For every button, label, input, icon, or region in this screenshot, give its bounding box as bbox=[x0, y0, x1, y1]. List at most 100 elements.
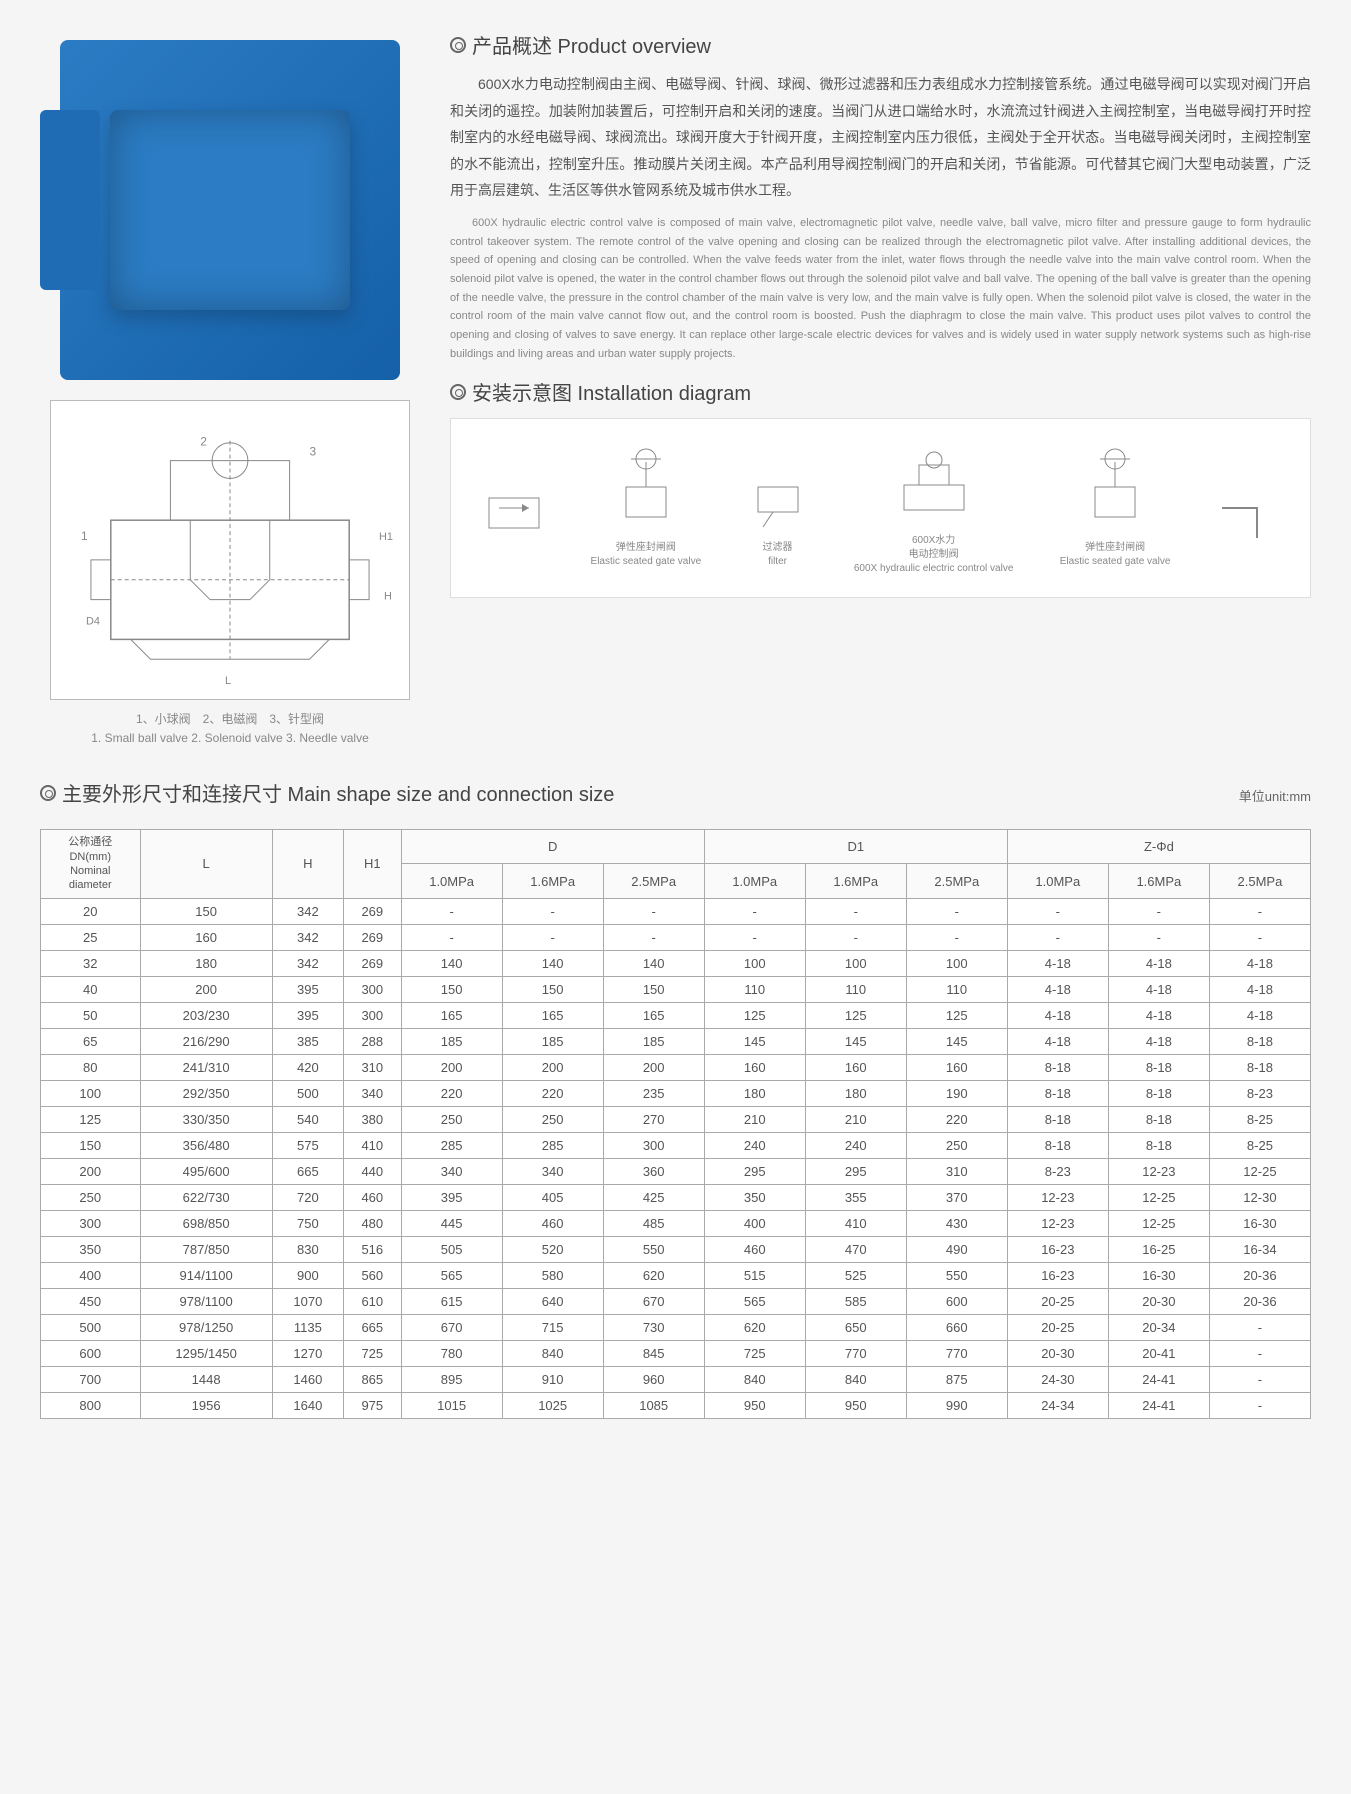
table-cell: 1448 bbox=[140, 1366, 272, 1392]
table-cell: 240 bbox=[805, 1132, 906, 1158]
table-cell: 4-18 bbox=[1007, 1002, 1108, 1028]
table-cell: 615 bbox=[401, 1288, 502, 1314]
table-cell: 269 bbox=[343, 924, 401, 950]
table-row: 200495/6006654403403403602952953108-2312… bbox=[41, 1158, 1311, 1184]
table-title: 主要外形尺寸和连接尺寸 Main shape size and connecti… bbox=[40, 778, 614, 807]
table-cell: 1295/1450 bbox=[140, 1340, 272, 1366]
table-cell: 110 bbox=[704, 976, 805, 1002]
table-cell: 990 bbox=[906, 1392, 1007, 1418]
table-cell: 145 bbox=[805, 1028, 906, 1054]
table-cell: 1270 bbox=[272, 1340, 343, 1366]
table-cell: 110 bbox=[805, 976, 906, 1002]
table-cell: 165 bbox=[502, 1002, 603, 1028]
table-cell: 450 bbox=[41, 1288, 141, 1314]
svg-text:3: 3 bbox=[309, 445, 316, 459]
table-cell: 8-23 bbox=[1209, 1080, 1310, 1106]
table-row: 450978/1100107061061564067056558560020-2… bbox=[41, 1288, 1311, 1314]
table-cell: 100 bbox=[704, 950, 805, 976]
table-cell: 8-25 bbox=[1209, 1106, 1310, 1132]
table-cell: 875 bbox=[906, 1366, 1007, 1392]
table-cell: 24-30 bbox=[1007, 1366, 1108, 1392]
table-cell: 370 bbox=[906, 1184, 1007, 1210]
table-cell: 300 bbox=[603, 1132, 704, 1158]
table-cell: 200 bbox=[603, 1054, 704, 1080]
svg-text:H1: H1 bbox=[379, 531, 393, 543]
table-cell: 960 bbox=[603, 1366, 704, 1392]
table-cell: 665 bbox=[272, 1158, 343, 1184]
cross-section-diagram: 1 2 3 H1 H D4 L bbox=[50, 400, 410, 700]
table-cell: - bbox=[1209, 1392, 1310, 1418]
table-cell: 4-18 bbox=[1007, 976, 1108, 1002]
table-cell: 24-41 bbox=[1108, 1392, 1209, 1418]
table-cell: - bbox=[1209, 1314, 1310, 1340]
table-cell: 65 bbox=[41, 1028, 141, 1054]
table-cell: 340 bbox=[343, 1080, 401, 1106]
table-cell: 580 bbox=[502, 1262, 603, 1288]
table-cell: 470 bbox=[805, 1236, 906, 1262]
table-cell: 12-23 bbox=[1007, 1210, 1108, 1236]
ring-icon bbox=[40, 785, 56, 801]
table-cell: 698/850 bbox=[140, 1210, 272, 1236]
table-row: 402003953001501501501101101104-184-184-1… bbox=[41, 976, 1311, 1002]
table-cell: 516 bbox=[343, 1236, 401, 1262]
overview-cn: 600X水力电动控制阀由主阀、电磁导阀、针阀、球阀、微形过滤器和压力表组成水力控… bbox=[450, 71, 1311, 204]
table-cell: 210 bbox=[805, 1106, 906, 1132]
table-row: 125330/3505403802502502702102102208-188-… bbox=[41, 1106, 1311, 1132]
table-cell: 500 bbox=[41, 1314, 141, 1340]
table-cell: 220 bbox=[502, 1080, 603, 1106]
table-cell: 665 bbox=[343, 1314, 401, 1340]
table-cell: 840 bbox=[502, 1340, 603, 1366]
table-cell: 425 bbox=[603, 1184, 704, 1210]
table-cell: 575 bbox=[272, 1132, 343, 1158]
table-cell: 550 bbox=[906, 1262, 1007, 1288]
table-cell: 40 bbox=[41, 976, 141, 1002]
table-cell: 140 bbox=[401, 950, 502, 976]
table-row: 400914/110090056056558062051552555016-23… bbox=[41, 1262, 1311, 1288]
table-cell: 16-30 bbox=[1108, 1262, 1209, 1288]
th-L: L bbox=[140, 830, 272, 898]
table-cell: 950 bbox=[704, 1392, 805, 1418]
table-cell: 180 bbox=[805, 1080, 906, 1106]
table-cell: 620 bbox=[603, 1262, 704, 1288]
table-cell: 8-18 bbox=[1209, 1028, 1310, 1054]
table-cell: 20-36 bbox=[1209, 1262, 1310, 1288]
table-cell: 160 bbox=[704, 1054, 805, 1080]
table-cell: 395 bbox=[272, 1002, 343, 1028]
install-item-gate2: 弹性座封闸阀 Elastic seated gate valve bbox=[1060, 447, 1171, 569]
table-cell: - bbox=[1209, 1366, 1310, 1392]
table-cell: 342 bbox=[272, 898, 343, 924]
table-cell: 160 bbox=[140, 924, 272, 950]
table-cell: - bbox=[1007, 898, 1108, 924]
table-cell: 730 bbox=[603, 1314, 704, 1340]
table-cell: 240 bbox=[704, 1132, 805, 1158]
table-cell: 400 bbox=[704, 1210, 805, 1236]
table-cell: 840 bbox=[805, 1366, 906, 1392]
th-Zd: Z-Φd bbox=[1007, 830, 1310, 864]
table-cell: 700 bbox=[41, 1366, 141, 1392]
table-cell: 520 bbox=[502, 1236, 603, 1262]
table-cell: 12-25 bbox=[1108, 1184, 1209, 1210]
table-cell: 269 bbox=[343, 950, 401, 976]
table-cell: 670 bbox=[401, 1314, 502, 1340]
table-cell: 1460 bbox=[272, 1366, 343, 1392]
table-cell: 978/1250 bbox=[140, 1314, 272, 1340]
svg-text:2: 2 bbox=[200, 435, 207, 449]
table-cell: 165 bbox=[603, 1002, 704, 1028]
table-cell: 180 bbox=[140, 950, 272, 976]
table-cell: 355 bbox=[805, 1184, 906, 1210]
table-cell: 125 bbox=[41, 1106, 141, 1132]
table-cell: 565 bbox=[704, 1288, 805, 1314]
table-cell: 1070 bbox=[272, 1288, 343, 1314]
table-cell: 840 bbox=[704, 1366, 805, 1392]
table-cell: 460 bbox=[343, 1184, 401, 1210]
table-cell: 16-34 bbox=[1209, 1236, 1310, 1262]
table-cell: 750 bbox=[272, 1210, 343, 1236]
table-cell: 150 bbox=[41, 1132, 141, 1158]
table-cell: 200 bbox=[401, 1054, 502, 1080]
table-cell: 8-18 bbox=[1209, 1054, 1310, 1080]
th-p: 1.0MPa bbox=[704, 864, 805, 898]
table-cell: 1085 bbox=[603, 1392, 704, 1418]
table-cell: 25 bbox=[41, 924, 141, 950]
table-cell: 300 bbox=[41, 1210, 141, 1236]
caption-cn: 1、小球阀 2、电磁阀 3、针型阀 bbox=[40, 710, 420, 729]
